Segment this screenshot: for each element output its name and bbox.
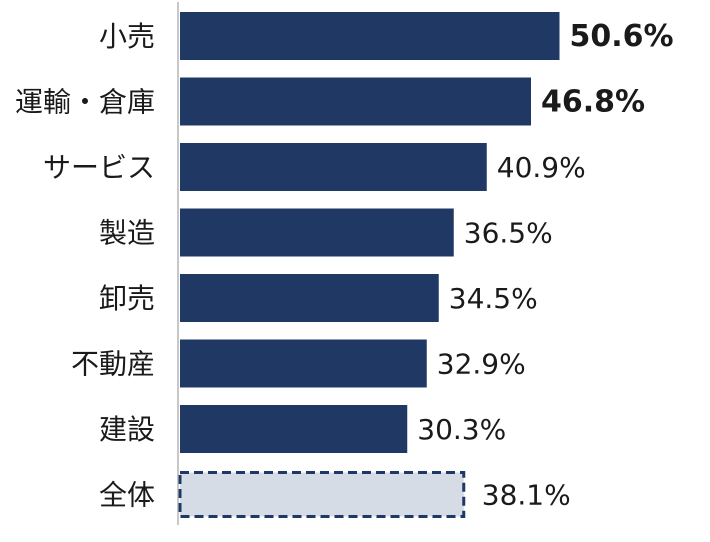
bar-5 xyxy=(180,339,427,388)
bar-group xyxy=(178,12,560,518)
category-label: 運輸・倉庫 xyxy=(15,86,155,119)
bar-3 xyxy=(180,208,454,257)
bar-1 xyxy=(180,77,531,126)
value-label: 32.9% xyxy=(437,348,526,381)
category-label: 不動産 xyxy=(71,348,155,381)
value-label: 40.9% xyxy=(497,151,586,184)
value-label: 38.1% xyxy=(482,479,571,512)
value-label: 30.3% xyxy=(417,413,506,446)
bar-0 xyxy=(180,12,560,60)
bar-4 xyxy=(180,274,439,322)
bar-6 xyxy=(180,405,408,453)
bar-2 xyxy=(180,143,487,191)
value-label: 46.8% xyxy=(541,85,645,120)
category-label: 製造 xyxy=(99,217,155,250)
category-label: 建設 xyxy=(99,413,155,446)
value-labels: 50.6% 46.8% 40.9% 36.5% 34.5% 32.9% 30.3% 38.1% xyxy=(417,19,673,512)
category-label: 全体 xyxy=(99,479,155,512)
bar-total xyxy=(178,471,466,518)
value-label: 36.5% xyxy=(464,217,553,250)
value-label: 50.6% xyxy=(570,19,674,54)
value-label: 34.5% xyxy=(449,282,538,315)
category-label: 小売 xyxy=(99,20,155,53)
category-label: サービス xyxy=(43,151,155,184)
category-label: 卸売 xyxy=(99,282,155,315)
